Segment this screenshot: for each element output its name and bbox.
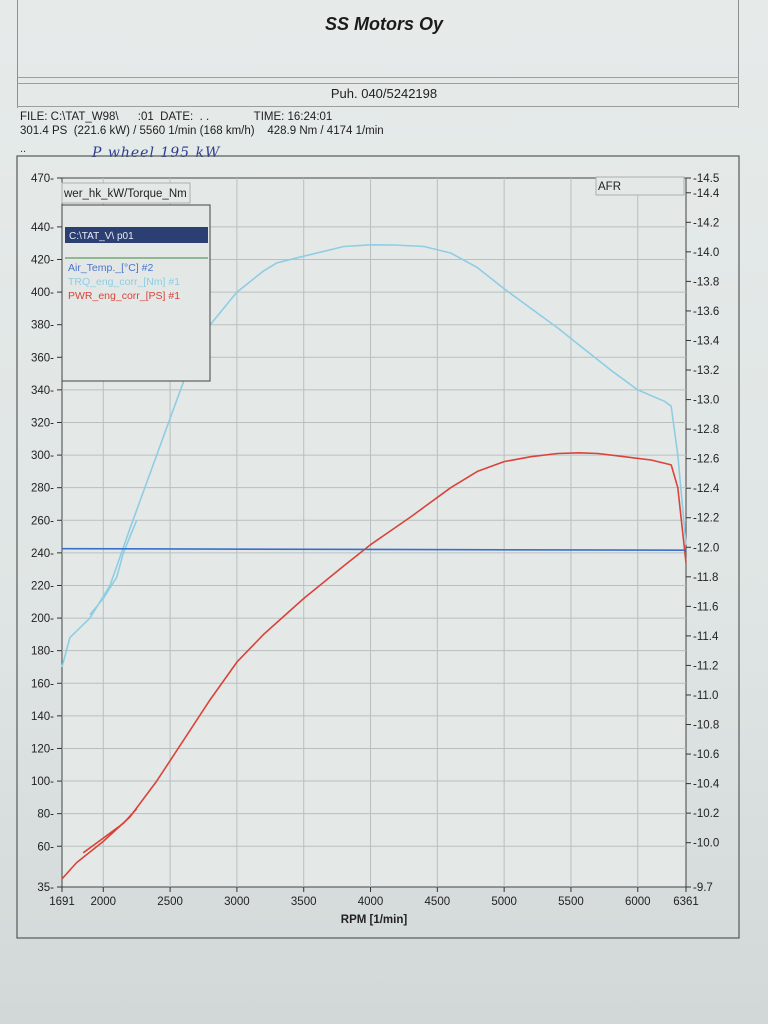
legend-selected-highlight xyxy=(65,227,208,243)
phone-number: Puh. 040/5242198 xyxy=(330,86,438,101)
y-right-tick-label: -11.4 xyxy=(693,631,719,643)
x-tick-label: 3000 xyxy=(224,896,250,908)
y-right-tick-label: -13.8 xyxy=(693,276,719,288)
x-tick-label: 1691 xyxy=(49,896,75,908)
y-left-tick-label: 60- xyxy=(37,841,54,853)
y-right-tick-label: -14.5 xyxy=(693,173,719,185)
y-left-tick-label: 320- xyxy=(31,417,54,429)
y-right-tick-label: -13.0 xyxy=(693,395,719,407)
y-left-tick-label: 140- xyxy=(31,711,54,723)
legend-selected-file: C:\TAT_V\ p01 xyxy=(69,231,134,242)
series-line-0 xyxy=(61,244,687,668)
y-left-tick-label: 420- xyxy=(31,254,54,266)
y-right-tick-label: -11.2 xyxy=(693,660,718,672)
y-left-tick-label: 120- xyxy=(31,743,54,755)
y-right-tick-label: -11.0 xyxy=(693,690,718,702)
y-left-tick-label: 240- xyxy=(31,548,54,560)
summary-line: 301.4 PS (221.6 kW) / 5560 1/min (168 km… xyxy=(20,125,384,137)
x-tick-label: 4500 xyxy=(425,896,451,908)
y-left-tick-label: 80- xyxy=(37,809,54,821)
right-axis-title: AFR xyxy=(598,181,621,193)
y-right-tick-label: -14.4 xyxy=(693,188,720,200)
series-line-4 xyxy=(61,547,687,552)
left-axis-title-box xyxy=(61,182,191,204)
y-left-tick-label: 100- xyxy=(31,776,54,788)
y-right-tick-label: -14.0 xyxy=(693,247,719,259)
right-axis-title-box xyxy=(595,176,685,196)
y-left-tick-label: 360- xyxy=(31,352,54,364)
run-info: FILE: C:\TAT_W98\ :01 DATE: . . TIME: 16… xyxy=(20,110,384,138)
x-tick-label: 5500 xyxy=(558,896,584,908)
file-line: FILE: C:\TAT_W98\ :01 DATE: . . TIME: 16… xyxy=(20,111,333,123)
y-left-tick-label: 260- xyxy=(31,515,54,527)
y-left-tick-label: 340- xyxy=(31,385,54,397)
y-right-tick-label: -11.6 xyxy=(693,601,718,613)
chart-frame xyxy=(16,155,740,939)
x-tick-label: 4000 xyxy=(358,896,384,908)
x-axis-label: RPM [1/min] xyxy=(341,914,408,926)
y-right-tick-label: -11.8 xyxy=(693,572,718,584)
company-title: SS Motors Oy xyxy=(324,14,444,34)
y-left-tick-label: 300- xyxy=(31,450,54,462)
y-left-tick-label: 400- xyxy=(31,287,54,299)
x-tick-label: 2500 xyxy=(157,896,183,908)
y-right-tick-label: -12.6 xyxy=(693,454,719,466)
x-tick-label: 6000 xyxy=(625,896,651,908)
y-right-tick-label: -10.2 xyxy=(693,808,719,820)
header-divider xyxy=(17,106,739,107)
y-right-tick-label: -10.4 xyxy=(693,779,720,791)
y-right-tick-label: -10.0 xyxy=(693,838,719,850)
header-divider xyxy=(17,77,739,78)
x-tick-label: 6361 xyxy=(673,896,699,908)
legend-entry: TRQ_eng_corr_[Nm] #1 xyxy=(68,276,180,288)
y-left-tick-label: 35- xyxy=(37,882,54,894)
y-right-tick-label: -13.4 xyxy=(693,335,720,347)
y-left-tick-label: 160- xyxy=(31,678,54,690)
y-left-tick-label: 380- xyxy=(31,320,54,332)
y-right-tick-label: -10.8 xyxy=(693,720,719,732)
left-axis-title: wer_hk_kW/Torque_Nm xyxy=(63,188,187,200)
y-right-tick-label: -13.2 xyxy=(693,365,719,377)
legend-entry: PWR_eng_corr_[PS] #1 xyxy=(68,290,180,302)
x-tick-label: 5000 xyxy=(491,896,517,908)
y-right-tick-label: -9.7 xyxy=(693,882,713,894)
header-frame xyxy=(17,0,739,108)
y-left-tick-label: 280- xyxy=(31,483,54,495)
x-tick-label: 3500 xyxy=(291,896,317,908)
y-right-tick-label: -13.6 xyxy=(693,306,719,318)
series-line-2 xyxy=(61,451,687,880)
y-left-tick-label: 470- xyxy=(31,173,54,185)
legend-entry: Air_Temp._[°C] #2 xyxy=(68,262,153,274)
series-line-1 xyxy=(89,519,138,616)
y-right-tick-label: -12.0 xyxy=(693,542,719,554)
y-right-tick-label: -12.2 xyxy=(693,513,719,525)
dots: .. xyxy=(20,143,27,155)
y-left-tick-label: 220- xyxy=(31,580,54,592)
y-right-tick-label: -14.2 xyxy=(693,217,719,229)
header-divider xyxy=(17,83,739,84)
series-line-3 xyxy=(82,808,138,854)
y-left-tick-label: 440- xyxy=(31,222,54,234)
y-right-tick-label: -12.8 xyxy=(693,424,719,436)
y-left-tick-label: 200- xyxy=(31,613,54,625)
y-left-tick-label: 180- xyxy=(31,646,54,658)
x-tick-label: 2000 xyxy=(90,896,116,908)
y-right-tick-label: -12.4 xyxy=(693,483,720,495)
handwritten-note: P wheel 195 kW xyxy=(92,145,221,161)
y-right-tick-label: -10.6 xyxy=(693,749,719,761)
